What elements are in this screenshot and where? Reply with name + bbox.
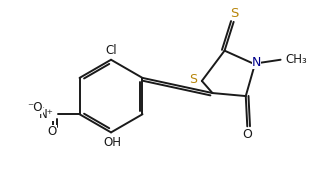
Text: OH: OH <box>104 136 122 149</box>
Text: O: O <box>242 128 252 141</box>
Text: O: O <box>48 125 57 138</box>
Text: Cl: Cl <box>105 44 117 57</box>
Text: N: N <box>252 56 261 69</box>
Text: S: S <box>189 73 197 86</box>
Text: CH₃: CH₃ <box>285 53 307 66</box>
Text: N⁺: N⁺ <box>39 108 54 121</box>
Text: S: S <box>230 7 239 20</box>
Text: ⁻O: ⁻O <box>27 101 43 114</box>
